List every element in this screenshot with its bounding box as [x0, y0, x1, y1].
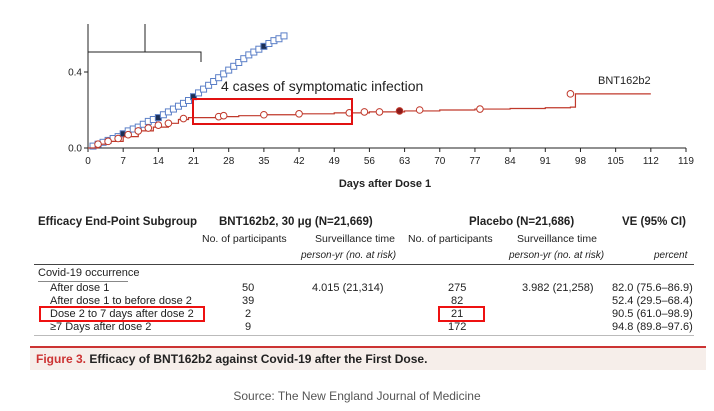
annotation-highlight-box — [192, 98, 353, 125]
row-bnt-n: 2 — [245, 308, 252, 320]
figure-caption: Figure 3. Efficacy of BNT162b2 against C… — [30, 346, 706, 370]
bnt162b2-marker — [114, 134, 122, 143]
placebo-marker — [205, 81, 213, 89]
row-bnt-time: 4.015 (21,314) — [312, 282, 384, 294]
x-tick-label: 7 — [120, 156, 126, 167]
row-bnt-n: 50 — [242, 282, 255, 294]
bnt162b2-marker — [104, 137, 112, 146]
row-placebo-n: 172 — [448, 321, 467, 333]
bnt162b2-marker — [476, 105, 484, 113]
row-ve: 52.4 (29.5–68.4) — [612, 295, 693, 307]
bnt162b2-marker — [94, 140, 102, 148]
subheader-participants-placebo: No. of participants — [408, 233, 493, 245]
header-placebo: Placebo (N=21,686) — [469, 216, 575, 228]
placebo-marker — [210, 78, 218, 85]
bnt162b2-marker — [395, 107, 404, 115]
table-divider — [34, 264, 694, 265]
inset-bracket — [87, 24, 202, 62]
bnt162b2-marker — [375, 108, 384, 116]
units-person-yr-placebo: person-yr (no. at risk) — [509, 250, 605, 261]
bnt162b2-marker — [124, 130, 133, 139]
row-label: After dose 1 to before dose 2 — [50, 295, 192, 307]
row-bnt-n: 9 — [245, 321, 252, 333]
row-placebo-n: 275 — [448, 282, 467, 294]
bnt162b2-series — [88, 90, 651, 149]
row-ve: 94.8 (89.8–97.6) — [612, 321, 693, 333]
row-placebo-n: 21 — [451, 308, 464, 320]
chart-axes: 0 7 14 21 28 35 42 49 56 63 70 77 84 91 98 105 112 119 0.0… — [68, 24, 694, 167]
x-tick-label: 21 — [188, 156, 200, 167]
subheader-surveillance-bnt: Surveillance time — [315, 233, 395, 245]
row-bnt-n: 39 — [242, 295, 255, 307]
row-highlight-box — [39, 306, 205, 322]
bnt162b2-series-label: BNT162b2 — [598, 75, 651, 87]
row-label: Dose 2 to 7 days after dose 2 — [50, 308, 194, 320]
row-ve: 82.0 (75.6–86.9) — [612, 282, 693, 294]
bnt162b2-marker — [134, 127, 143, 135]
figure-label: Figure 3. — [36, 352, 87, 366]
bnt162b2-marker — [164, 119, 173, 128]
units-person-yr-bnt: person-yr (no. at risk) — [301, 250, 397, 261]
subheader-surveillance-placebo: Surveillance time — [517, 233, 597, 245]
x-tick-label: 0 — [85, 156, 91, 167]
x-tick-label: 77 — [469, 156, 481, 167]
placebo-marker — [235, 59, 243, 66]
bnt162b2-marker — [360, 108, 369, 116]
header-subgroup: Efficacy End-Point Subgroup — [38, 216, 198, 228]
subheader-participants-bnt: No. of participants — [202, 233, 287, 245]
x-tick-label: 28 — [223, 156, 235, 167]
bnt162b2-marker — [260, 110, 268, 119]
placebo-marker — [200, 85, 208, 93]
y-tick-label: 0.0 — [68, 144, 82, 155]
x-tick-label: 91 — [540, 156, 552, 167]
x-tick-label: 119 — [678, 156, 694, 167]
header-bnt: BNT162b2, 30 μg (N=21,669) — [219, 216, 373, 228]
bnt162b2-marker — [566, 90, 575, 98]
x-tick-label: 70 — [434, 156, 446, 167]
section-label: Covid-19 occurrence — [38, 267, 140, 279]
x-tick-label: 84 — [505, 156, 517, 167]
placebo-marker — [185, 97, 193, 104]
bnt162b2-marker — [144, 124, 153, 132]
placebo-marker — [215, 74, 223, 82]
bnt162b2-line — [88, 93, 651, 149]
x-tick-label: 63 — [399, 156, 411, 167]
bnt162b2-marker — [415, 106, 424, 114]
row-label: ≥7 Days after dose 2 — [50, 321, 152, 333]
row-placebo-n: 82 — [451, 295, 464, 307]
x-tick-label: 56 — [364, 156, 376, 167]
placebo-marker — [225, 66, 233, 74]
placebo-marker — [220, 70, 228, 78]
placebo-series — [89, 32, 288, 150]
units-percent: percent — [654, 250, 688, 261]
x-tick-label: 98 — [575, 156, 587, 167]
x-tick-label: 112 — [643, 156, 659, 167]
section-underline — [38, 281, 128, 282]
bnt162b2-marker — [219, 111, 228, 120]
cell-highlight-box — [438, 306, 485, 322]
table-bottom-rule — [34, 335, 694, 336]
caption-text: Efficacy of BNT162b2 against Covid-19 af… — [86, 352, 428, 366]
placebo-marker — [230, 62, 238, 70]
cumulative-incidence-chart: 0 7 14 21 28 35 42 49 56 63 70 77 84 91 98 105 112 119 0.0… — [68, 24, 694, 190]
row-placebo-time: 3.982 (21,258) — [522, 282, 594, 294]
row-ve: 90.5 (61.0–98.9) — [612, 308, 693, 320]
placebo-marker — [195, 89, 203, 97]
placebo-marker — [240, 55, 248, 63]
bnt162b2-marker — [295, 110, 303, 118]
row-label: After dose 1 — [50, 282, 110, 294]
x-axis-label: Days after Dose 1 — [339, 178, 431, 190]
y-tick-label: 0.4 — [68, 68, 82, 79]
bnt162b2-marker — [179, 114, 188, 123]
header-ve: VE (95% CI) — [622, 216, 686, 228]
source-credit: Source: The New England Journal of Medic… — [233, 389, 481, 403]
x-tick-label: 105 — [607, 156, 624, 167]
annotation-text: 4 cases of symptomatic infection — [221, 78, 423, 94]
x-tick-label: 42 — [293, 156, 305, 167]
x-tick-label: 49 — [329, 156, 341, 167]
placebo-marker — [280, 32, 288, 40]
bnt162b2-marker — [154, 121, 163, 129]
x-tick-label: 35 — [258, 156, 270, 167]
x-tick-label: 14 — [153, 156, 165, 167]
